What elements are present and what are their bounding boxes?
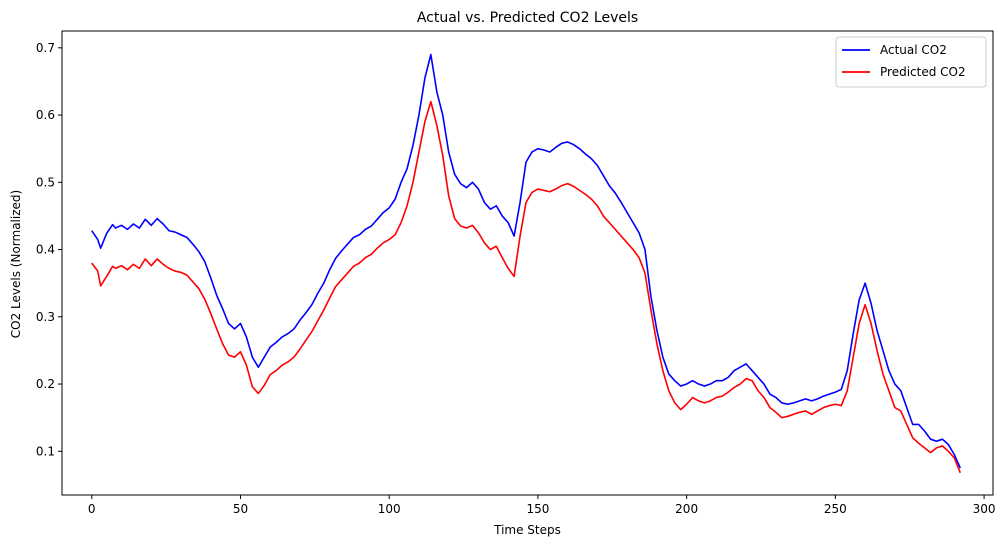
plot-frame <box>61 30 994 496</box>
x-tick-label: 250 <box>824 502 847 516</box>
x-axis-label: Time Steps <box>493 523 561 537</box>
y-tick-label: 0.4 <box>36 243 55 257</box>
x-tick-label: 0 <box>88 502 96 516</box>
plot-area: 0 50 100 150 200 250 300 0.1 0.2 0.3 0.4 0.5 0.6 0.7 <box>36 30 996 516</box>
x-tick-label: 150 <box>526 502 549 516</box>
x-tick-label: 200 <box>675 502 698 516</box>
y-tick-label: 0.2 <box>36 377 55 391</box>
x-tick-label: 50 <box>233 502 248 516</box>
legend-box <box>835 36 987 88</box>
y-tick-label: 0.5 <box>36 175 55 189</box>
chart-title: Actual vs. Predicted CO2 Levels <box>417 10 638 26</box>
y-axis-label: CO2 Levels (Normalized) <box>9 190 23 338</box>
y-tick-label: 0.6 <box>36 108 55 122</box>
x-tick-label: 300 <box>973 502 996 516</box>
series-line-actual <box>91 53 962 469</box>
series-line-predicted <box>91 100 962 474</box>
legend-label: Actual CO2 <box>880 43 947 57</box>
legend-label: Predicted CO2 <box>880 65 966 79</box>
x-tick-label: 100 <box>378 502 401 516</box>
y-tick-label: 0.1 <box>36 444 55 458</box>
legend: Actual CO2 Predicted CO2 <box>835 36 987 88</box>
y-tick-label: 0.7 <box>36 41 55 55</box>
y-tick-label: 0.3 <box>36 310 55 324</box>
